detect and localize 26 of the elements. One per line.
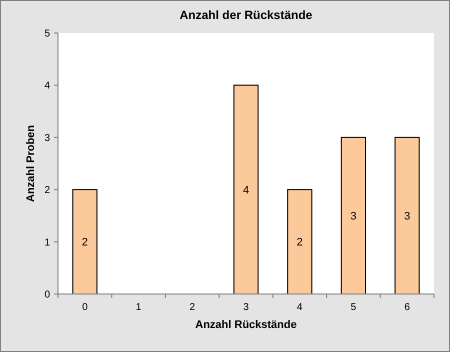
y-axis-title: Anzahl Proben <box>25 124 37 202</box>
x-tick-label: 3 <box>243 302 250 313</box>
y-tick-label: 5 <box>44 28 50 40</box>
chart-title: Anzahl der Rückstände <box>180 8 313 22</box>
x-tick-label: 4 <box>296 302 303 313</box>
y-tick-label: 1 <box>44 237 50 248</box>
bar <box>340 136 366 294</box>
bar <box>233 84 259 294</box>
bar <box>72 189 98 294</box>
y-tick-label: 3 <box>44 132 50 144</box>
x-tick-label: 6 <box>404 302 410 313</box>
x-tick-label: 1 <box>136 302 142 313</box>
data-label: 4 <box>242 184 250 196</box>
y-tick-label: 2 <box>44 185 50 196</box>
data-label: 2 <box>82 236 88 249</box>
y-tick-label: 4 <box>44 80 50 92</box>
bar <box>394 136 420 294</box>
x-tick-label: 0 <box>82 302 88 313</box>
x-tick-label: 5 <box>350 302 357 313</box>
x-tick-label: 2 <box>190 302 196 313</box>
x-axis-title: Anzahl Rückstände <box>195 319 297 331</box>
data-label: 3 <box>404 210 410 223</box>
data-label: 2 <box>296 236 303 249</box>
data-label: 3 <box>350 210 356 223</box>
bar <box>287 189 312 294</box>
y-tick-label: 0 <box>44 290 50 300</box>
